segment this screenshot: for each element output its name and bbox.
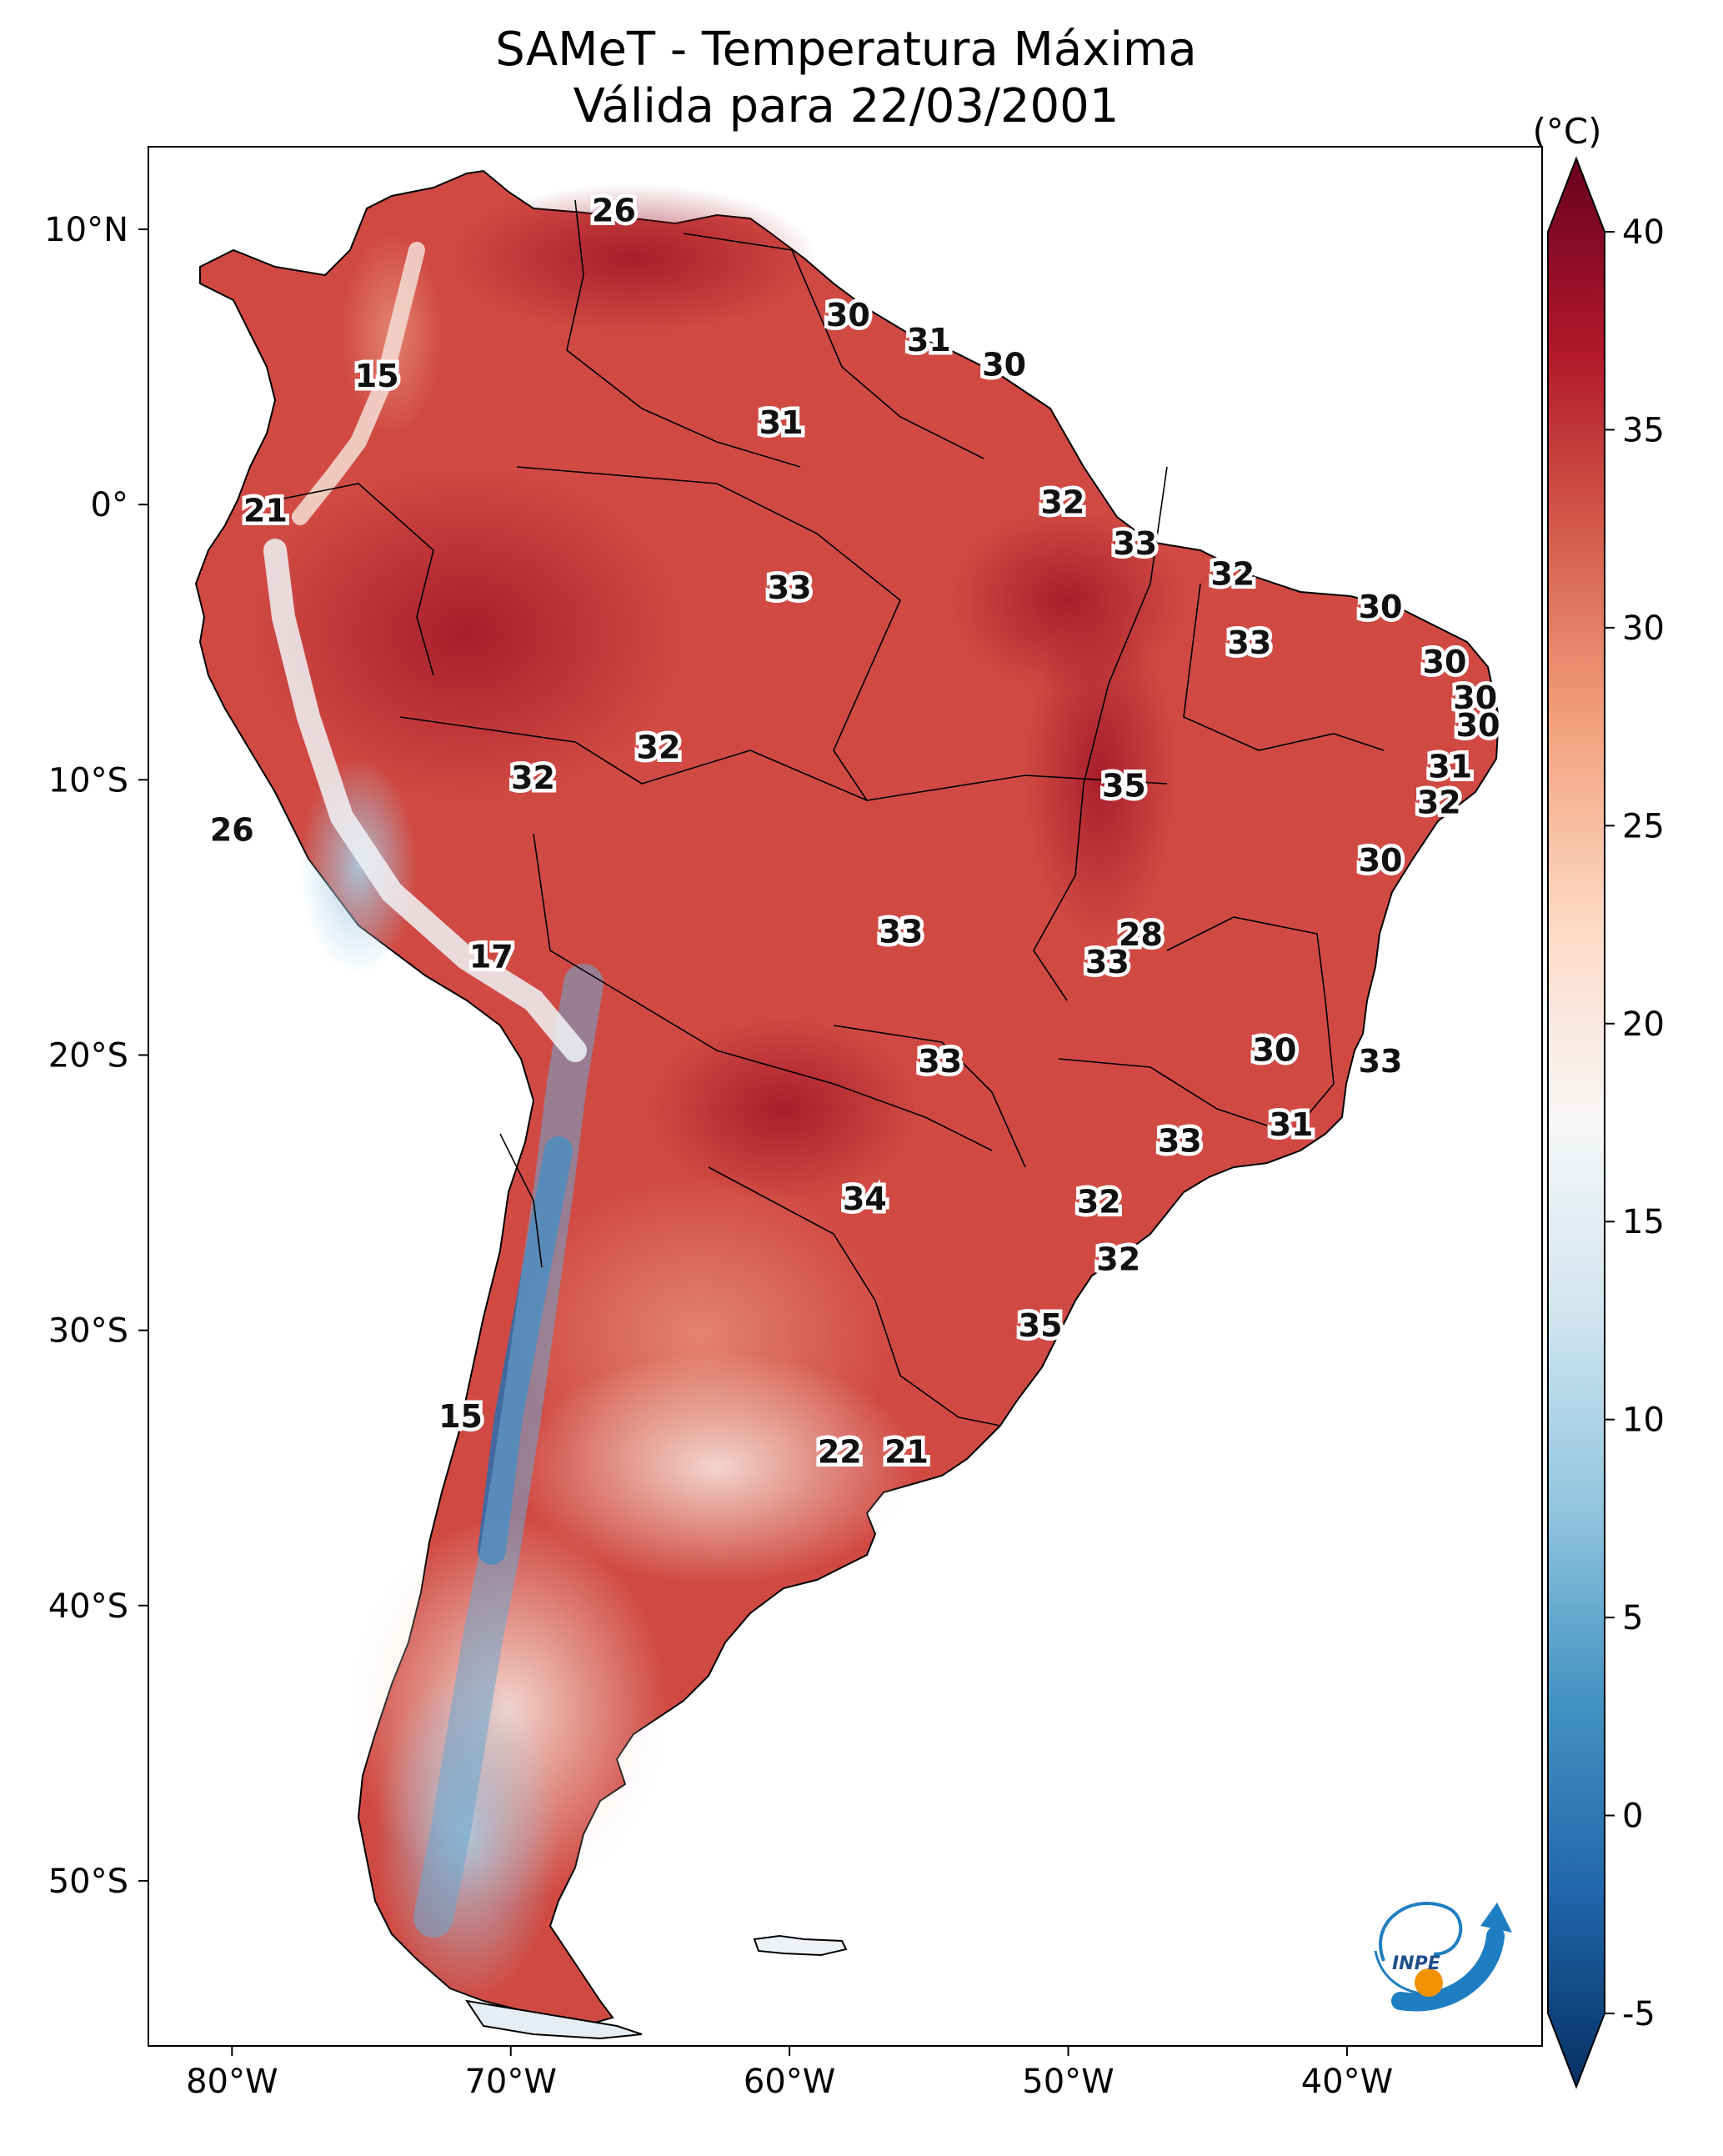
colorbar-tick-label: 35	[1622, 411, 1665, 449]
cool-zone-peru-coast	[300, 759, 417, 975]
colorbar-tick-label: 5	[1622, 1599, 1643, 1637]
andes-pale-band-north	[292, 242, 425, 525]
temperature-label: 30	[982, 347, 1026, 384]
temperature-label: 32	[1077, 1183, 1121, 1220]
temperature-labels: 2615213031303132333332303330303031323035…	[206, 188, 1504, 1474]
temperature-label: 21	[243, 493, 288, 529]
colorbar-ticks: 40 35 30 25 20 15 10 5 0 -5	[1605, 213, 1665, 2033]
temperature-label: 31	[907, 322, 951, 358]
temperature-label: 33	[1227, 624, 1271, 661]
temperature-label: 30	[1453, 679, 1497, 716]
colorbar-tick-label: 15	[1622, 1203, 1665, 1241]
andes-pale-band	[263, 539, 587, 1062]
colorbar-tick-label: 10	[1622, 1401, 1665, 1440]
temperature-label: 33	[1359, 1043, 1403, 1080]
lon-tick-label: 70°W	[464, 2063, 556, 2101]
temperature-label: 21	[884, 1434, 929, 1471]
map-subtitle: Válida para 22/03/2001	[573, 79, 1119, 133]
temperature-label: 33	[768, 569, 812, 606]
temperature-label: 32	[637, 730, 681, 766]
temperature-label: 30	[1253, 1032, 1297, 1069]
temperature-label: 30	[1423, 644, 1467, 680]
heat-core-central	[1025, 609, 1175, 942]
lon-tick-label: 80°W	[186, 2063, 278, 2101]
temperature-label: 33	[1113, 525, 1157, 562]
heat-core-chaco	[650, 1017, 917, 1201]
temperature-label: 30	[1359, 842, 1403, 879]
map-area	[194, 169, 1500, 2040]
temperature-label: 26	[592, 193, 636, 229]
lat-tick-label: 20°S	[48, 1036, 128, 1075]
temperature-label: 32	[1210, 556, 1255, 593]
temperature-label: 33	[1158, 1123, 1202, 1160]
temperature-label: 32	[1040, 484, 1084, 521]
temperature-label: 35	[1019, 1307, 1063, 1344]
inpe-logo-orbit	[1379, 1901, 1463, 1962]
andes-cool-band	[413, 964, 604, 1938]
map-frame	[148, 146, 1543, 2047]
temperature-label: 30	[1456, 707, 1500, 744]
tierra-del-fuego	[464, 1999, 643, 2040]
temperature-label: 30	[1359, 589, 1403, 625]
inpe-logo-arrow-icon	[1480, 1903, 1512, 1933]
colorbar-unit-label: (°C)	[1532, 111, 1601, 152]
temperature-label: 30	[826, 297, 870, 333]
colorbar-tick-label: 30	[1622, 609, 1665, 648]
lon-tick-label: 60°W	[744, 2063, 835, 2101]
temperature-label: 31	[759, 404, 804, 441]
temperature-label: 22	[818, 1434, 862, 1471]
heat-core-para	[950, 509, 1184, 692]
colorbar-tick-label: 40	[1622, 213, 1665, 252]
lat-tick-label: 50°S	[48, 1863, 128, 1901]
lat-tick-label: 10°N	[44, 211, 128, 249]
lat-tick-label: 0°	[91, 486, 128, 524]
colorbar-tick-label: 25	[1622, 807, 1665, 845]
lat-tick-label: 40°S	[48, 1587, 128, 1626]
colorbar-tick-label: 0	[1622, 1798, 1643, 1836]
colorbar-tick-label: -5	[1622, 1995, 1655, 2033]
map-title: SAMeT - Temperatura Máxima	[495, 23, 1197, 77]
temperature-label: 31	[1270, 1106, 1314, 1143]
temperature-label: 17	[469, 938, 513, 975]
latitude-axis: 10°N 0° 10°S 20°S 30°S 40°S 50°S	[44, 211, 148, 1901]
temperature-label: 33	[879, 914, 923, 950]
heat-core-north	[450, 183, 817, 333]
temperature-label: 15	[438, 1398, 483, 1435]
country-borders	[274, 199, 1385, 1426]
temperature-label: 32	[1096, 1241, 1140, 1278]
temperature-label: 35	[1102, 768, 1146, 805]
lon-tick-label: 40°W	[1301, 2063, 1393, 2101]
longitude-axis: 80°W 70°W 60°W 50°W 40°W	[186, 2046, 1393, 2101]
colorbar: 40 35 30 25 20 15 10 5 0 -5 (°C)	[1532, 111, 1665, 2089]
colorbar-tick-label: 20	[1622, 1005, 1665, 1044]
inpe-logo-text: INPE	[1392, 1953, 1440, 1974]
temperature-label: 28	[1119, 916, 1163, 953]
heat-core-amazon	[250, 467, 684, 800]
temperature-label: 32	[1417, 785, 1461, 821]
temperature-label: 26	[210, 812, 254, 849]
temperature-label: 15	[355, 358, 399, 394]
inpe-logo: INPE	[1374, 1901, 1512, 2012]
temperature-label: 31	[1428, 749, 1472, 785]
lat-tick-label: 30°S	[48, 1312, 128, 1351]
temperature-label: 33	[1085, 944, 1129, 980]
temperature-label: 34	[843, 1181, 887, 1217]
mild-zone-pampa	[517, 1351, 917, 1584]
temperature-label: 32	[511, 760, 555, 796]
temperature-label: 33	[918, 1043, 962, 1080]
colorbar-body	[1547, 156, 1605, 2089]
lon-tick-label: 50°W	[1022, 2063, 1114, 2101]
falkland-islands	[753, 1934, 848, 1957]
inpe-logo-swoosh	[1374, 1950, 1468, 1996]
inpe-logo-sun	[1415, 1968, 1443, 1997]
lat-tick-label: 10°S	[48, 761, 128, 800]
